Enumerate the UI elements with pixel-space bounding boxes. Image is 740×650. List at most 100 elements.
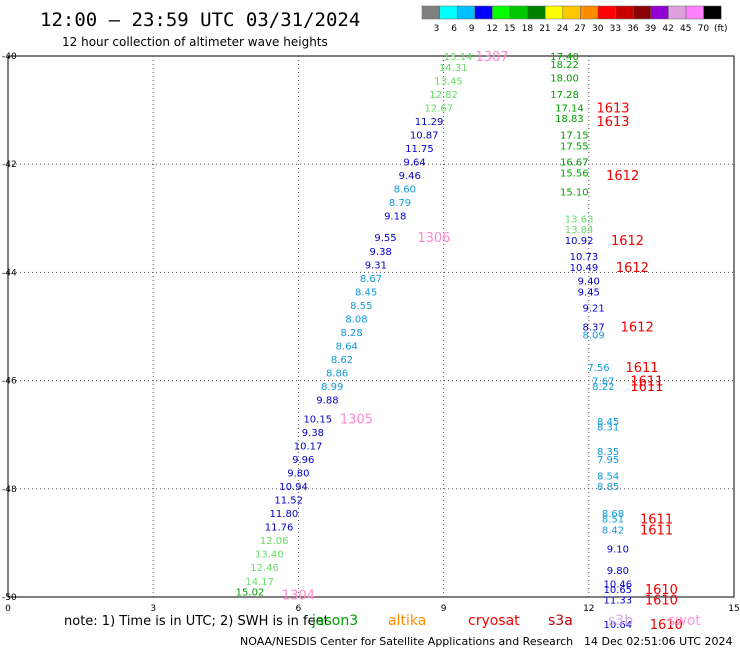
data-point: 9.45 (578, 287, 600, 298)
data-point: 8.09 (583, 331, 605, 342)
data-point: 8.60 (394, 185, 416, 196)
pass-label: 1307 (475, 50, 508, 65)
colorbar-swatch (668, 5, 687, 20)
pass-label: 1612 (611, 234, 644, 249)
x-tick-label: 3 (150, 604, 156, 614)
y-tick-label: -46 (2, 377, 17, 387)
plot-frame (7, 55, 735, 598)
colorbar-swatch (421, 5, 440, 20)
colorbar-swatch (597, 5, 616, 20)
y-tick-labels: -40 -42 -44 -46 -48 -50 (2, 52, 17, 603)
data-point: 15.56 (560, 168, 589, 179)
colorbar-swatch (703, 5, 722, 20)
data-point: 8.67 (360, 274, 382, 285)
data-point: 8.45 (597, 417, 619, 428)
colorbar-swatch (439, 5, 458, 20)
colorbar-swatch (492, 5, 511, 20)
legend-item: jason3 (311, 613, 358, 629)
data-point: 18.00 (550, 74, 579, 85)
colorbar-swatch (615, 5, 634, 20)
data-point: 9.18 (384, 212, 406, 223)
colorbar-level: 70 (698, 24, 710, 34)
data-point: 9.38 (302, 428, 324, 439)
x-tick-label: 0 (5, 604, 11, 614)
colorbar-level: 39 (645, 24, 657, 34)
pass-label: 1613 (596, 101, 629, 116)
pass-label: 1613 (596, 115, 629, 130)
pass-label: 1611 (625, 361, 658, 376)
data-point: 10.65 (604, 585, 633, 596)
pass-label: 1611 (630, 375, 663, 390)
colorbar-swatch (456, 5, 476, 20)
legend: jason3 altika cryosat s3a s3b swot (311, 613, 701, 629)
data-point: 10.15 (303, 414, 332, 425)
colorbar-level: 21 (539, 24, 550, 34)
data-point: 9.38 (370, 247, 392, 258)
colorbar-swatch (509, 5, 528, 20)
colorbar-level: 12 (486, 24, 497, 34)
data-point: 15.02 (236, 588, 265, 599)
colorbar-level: 6 (451, 24, 457, 34)
data-point: 17.15 (560, 130, 589, 141)
data-point: 17.14 (555, 103, 584, 114)
data-point: 8.68 (602, 509, 624, 520)
data-point: 18.22 (550, 60, 579, 71)
colorbar-level: 30 (592, 24, 604, 34)
pass-label: 1304 (282, 588, 315, 603)
data-point: 7.67 (592, 377, 614, 388)
data-point: 15.10 (560, 187, 589, 198)
data-point: 17.55 (560, 141, 589, 152)
footer-credit: NOAA/NESDIS Center for Satellite Applica… (240, 635, 573, 648)
colorbar-level: 42 (662, 24, 673, 34)
colorbar-level: 45 (680, 24, 691, 34)
colorbar-swatch (562, 5, 581, 20)
data-point: 9.40 (578, 277, 600, 288)
y-tick-label: -44 (2, 268, 17, 278)
data-point: 7.95 (597, 455, 619, 466)
legend-item: altika (388, 613, 426, 629)
colorbar-swatch (544, 5, 564, 20)
data-point: 10.46 (604, 579, 633, 590)
data-point: 12.06 (260, 536, 289, 547)
data-point: 8.45 (355, 287, 377, 298)
data-point: 7.56 (587, 363, 609, 374)
data-point: 8.64 (336, 341, 358, 352)
pass-label: 1611 (640, 513, 673, 528)
data-point: 11.75 (405, 144, 434, 155)
y-tick-label: -50 (2, 593, 17, 603)
data-point: 12.46 (250, 563, 279, 574)
pass-label: 1611 (630, 380, 663, 395)
data-point: 9.55 (374, 233, 396, 244)
data-point: 11.76 (265, 523, 294, 534)
data-point: 8.51 (602, 515, 624, 526)
chart-title: 12:00 – 23:59 UTC 03/31/2024 (40, 9, 360, 31)
colorbar-swatch (527, 5, 546, 20)
data-point: 8.62 (331, 355, 353, 366)
data-point: 9.21 (583, 304, 605, 315)
data-point: 12.82 (429, 90, 458, 101)
data-point: 8.55 (350, 301, 372, 312)
data-point: 13.40 (255, 550, 284, 561)
colorbar-level: 3 (434, 24, 440, 34)
pass-label: 1612 (621, 321, 654, 336)
data-point: 8.35 (597, 447, 619, 458)
x-tick-labels: 0 3 6 9 12 15 (5, 604, 740, 614)
data-point: 8.42 (602, 525, 624, 536)
data-point: 10.49 (570, 263, 599, 274)
data-point: 8.37 (583, 323, 605, 334)
data-point: 8.28 (341, 328, 363, 339)
legend-item: cryosat (468, 613, 520, 629)
legend-item: swot (668, 613, 701, 629)
colorbar-swatch (632, 5, 652, 20)
pass-label: 1610 (650, 618, 683, 633)
x-tick-label: 12 (583, 604, 594, 614)
data-point: 8.79 (389, 198, 411, 209)
colorbar: 3 6 9 12 15 18 21 24 27 30 33 36 39 42 45 70 (421, 5, 722, 34)
data-point: 9.46 (399, 171, 421, 182)
data-point: 13.45 (434, 76, 463, 87)
data-point: 9.88 (316, 396, 338, 407)
data-point: 8.08 (345, 314, 367, 325)
data-point: 9.31 (365, 260, 387, 271)
